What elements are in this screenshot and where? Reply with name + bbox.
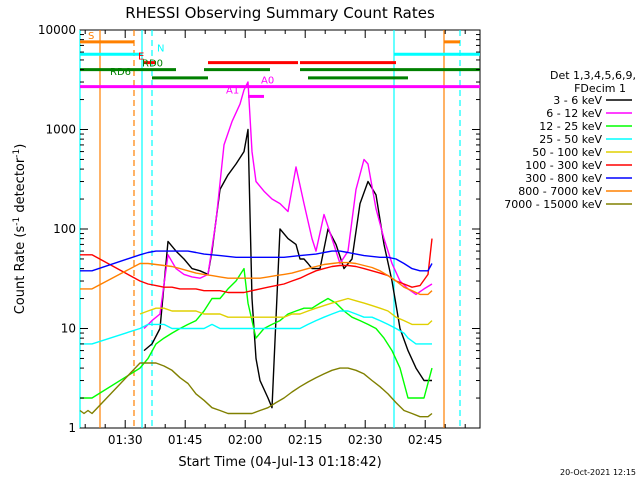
y-axis-label-mid: detector <box>13 157 28 217</box>
legend-label: 100 - 300 keV <box>525 159 602 172</box>
y-tick-label: 1 <box>68 421 76 435</box>
legend-header-2: FDecim 1 <box>574 82 626 95</box>
series-line <box>143 81 433 329</box>
x-axis: 01:30 01:45 02:00 02:15 02:30 02:45 <box>84 30 466 447</box>
flag-label: E <box>138 52 144 63</box>
legend-label: 50 - 100 keV <box>532 146 602 159</box>
legend-label: 300 - 800 keV <box>525 172 602 185</box>
flag-label: N <box>157 43 164 54</box>
y-tick-label: 10000 <box>38 23 76 37</box>
flag-label: RD0 <box>142 59 163 70</box>
y-tick-label: 10 <box>61 322 76 336</box>
series-line <box>80 310 432 345</box>
y-axis-label-main: Count Rate (s <box>13 226 28 315</box>
legend-label: 25 - 50 keV <box>539 133 602 146</box>
legend-label: 800 - 7000 keV <box>518 185 602 198</box>
series-line <box>79 362 433 418</box>
flag-label: A0 <box>261 76 274 87</box>
legend-label: 6 - 12 keV <box>546 107 602 120</box>
x-tick-label: 02:45 <box>408 433 443 447</box>
legend-label: 12 - 25 keV <box>539 120 602 133</box>
legend-label: 7000 - 15000 keV <box>504 198 602 211</box>
series-group <box>79 81 433 418</box>
x-tick-label: 02:30 <box>348 433 383 447</box>
series-line <box>80 250 433 272</box>
series-line <box>139 297 433 326</box>
x-tick-label: 02:00 <box>228 433 263 447</box>
y-axis: 1 10 100 1000 10000 <box>38 23 480 435</box>
y-tick-label: 100 <box>53 222 76 236</box>
series-line <box>80 267 433 399</box>
x-tick-label: 01:45 <box>168 433 203 447</box>
x-tick-label: 02:15 <box>288 433 323 447</box>
y-axis-label: Count Rate (s-1 detector-1) <box>12 144 28 315</box>
flag-label: S <box>88 31 94 42</box>
y-axis-label-sup2: -1 <box>12 149 22 158</box>
legend-header-1: Det 1,3,4,5,6,9, <box>550 69 636 82</box>
x-axis-label: Start Time (04-Jul-13 01:18:42) <box>178 455 381 470</box>
y-axis-label-end: ) <box>13 144 28 149</box>
y-tick-label: 1000 <box>45 123 76 137</box>
flag-label: A1 <box>226 85 239 96</box>
legend-label: 3 - 6 keV <box>553 94 602 107</box>
attenuator-markers <box>79 30 461 428</box>
chart-title: RHESSI Observing Summary Count Rates <box>125 4 435 22</box>
x-tick-label: 01:30 <box>108 433 143 447</box>
timestamp-footer: 20-Oct-2021 12:15 <box>560 468 636 477</box>
series-line <box>80 261 433 296</box>
y-axis-label-sup1: -1 <box>12 217 22 226</box>
flag-label: RD6 <box>110 67 131 78</box>
series-line <box>143 128 432 409</box>
series-line <box>80 238 433 294</box>
